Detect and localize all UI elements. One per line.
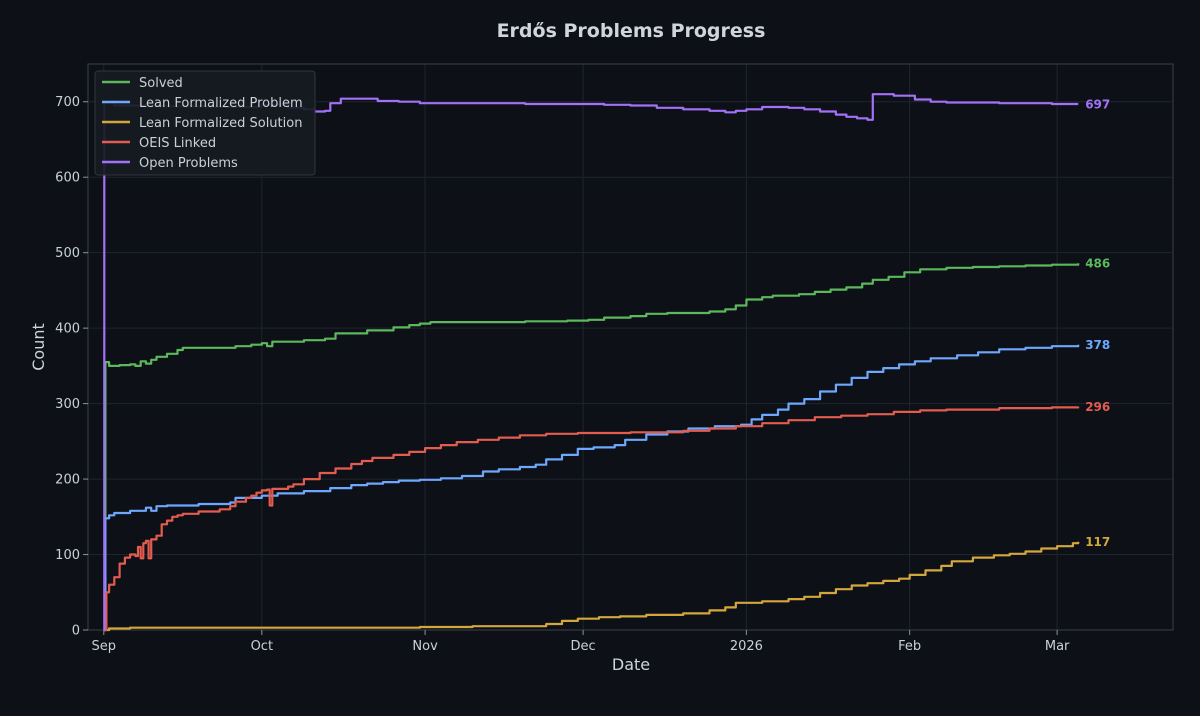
series-line-solved	[103, 263, 1080, 632]
legend-label-lean-formalized-solution: Lean Formalized Solution	[139, 116, 302, 131]
end-label-oeis-linked: 296	[1085, 400, 1110, 414]
legend-label-open-problems: Open Problems	[139, 156, 238, 171]
x-tick-label: Oct	[251, 639, 273, 654]
x-tick-label: Mar	[1045, 639, 1070, 654]
y-tick-label: 0	[72, 624, 80, 639]
series-line-oeis-linked	[103, 406, 1080, 632]
legend-label-solved: Solved	[139, 76, 183, 91]
legend-box	[94, 70, 316, 176]
legend-label-oeis-linked: OEIS Linked	[139, 136, 216, 151]
y-tick-label: 200	[55, 473, 80, 488]
x-tick-label: 2026	[730, 639, 763, 654]
x-tick-label: Nov	[412, 639, 438, 654]
y-tick-label: 500	[55, 246, 80, 261]
x-axis-label: Date	[612, 655, 650, 674]
plot-frame	[87, 63, 1174, 631]
end-label-lean-formalized-solution: 117	[1085, 535, 1110, 549]
y-tick-label: 700	[55, 95, 80, 110]
y-tick-label: 600	[55, 171, 80, 186]
x-tick-label: Sep	[92, 639, 117, 654]
series-lines	[103, 93, 1080, 632]
x-tick-label: Dec	[571, 639, 596, 654]
legend: Solved Lean Formalized Problem Lean Formal…	[94, 70, 316, 176]
end-label-open-problems: 697	[1085, 97, 1110, 111]
series-line-lean-formalized-problem	[103, 344, 1080, 632]
end-label-lean-formalized-problem: 378	[1085, 338, 1110, 352]
end-labels: 486 378 117 296 697	[1085, 97, 1110, 549]
axis-ticks: 0 100 200 300 400 500 600 700 Sep Oct Nov Dec 2026 Fe…	[55, 95, 1070, 654]
y-tick-label: 300	[55, 397, 80, 412]
y-tick-label: 400	[55, 322, 80, 337]
series-line-lean-formalized-solution	[103, 541, 1080, 632]
y-tick-label: 100	[55, 548, 80, 563]
chart-title: Erdős Problems Progress	[497, 20, 766, 42]
x-tick-label: Feb	[898, 639, 921, 654]
end-label-solved: 486	[1085, 257, 1110, 271]
legend-label-lean-formalized-problem: Lean Formalized Problem	[139, 96, 303, 111]
y-axis-label: Count	[29, 323, 48, 371]
